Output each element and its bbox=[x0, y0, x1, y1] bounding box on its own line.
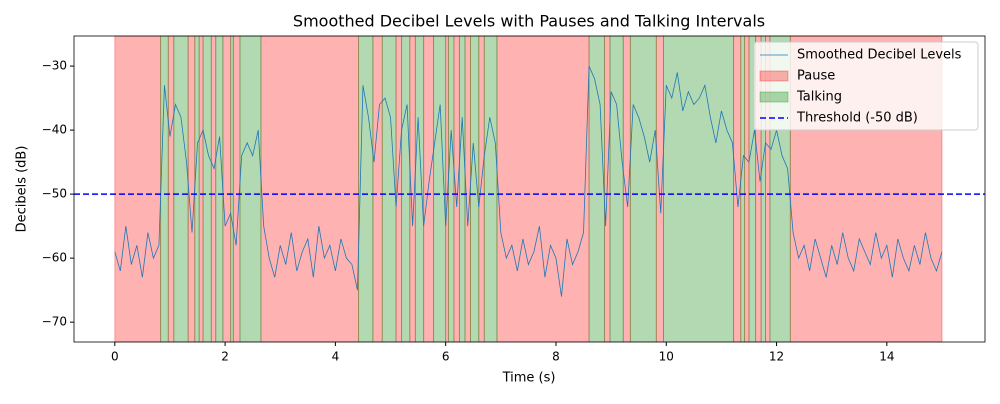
interval-band bbox=[622, 35, 631, 343]
interval-band bbox=[232, 35, 241, 343]
y-tick-label: −50 bbox=[42, 187, 67, 201]
legend-label: Smoothed Decibel Levels bbox=[797, 48, 962, 63]
interval-band bbox=[114, 35, 162, 343]
interval-band bbox=[401, 35, 411, 343]
y-axis-label: Decibels (dB) bbox=[15, 146, 30, 233]
data-line bbox=[114, 65, 943, 297]
interval-band bbox=[167, 35, 175, 343]
y-tick-label: −30 bbox=[42, 59, 67, 73]
interval-band bbox=[239, 35, 262, 343]
x-tick-label: 2 bbox=[221, 350, 229, 364]
interval-band bbox=[414, 35, 425, 343]
x-axis-label: Time (s) bbox=[502, 371, 556, 386]
plot-frame bbox=[73, 35, 986, 343]
interval-band bbox=[629, 35, 657, 343]
interval-band bbox=[358, 35, 374, 343]
interval-band bbox=[372, 35, 383, 343]
y-tick-label: −70 bbox=[42, 315, 67, 329]
interval-band bbox=[160, 35, 169, 343]
x-tick-label: 10 bbox=[659, 350, 674, 364]
interval-band bbox=[453, 35, 460, 343]
x-tick-label: 0 bbox=[111, 350, 119, 364]
interval-band bbox=[458, 35, 466, 343]
interval-band bbox=[483, 35, 498, 343]
interval-band bbox=[588, 35, 605, 343]
legend-label: Pause bbox=[797, 69, 835, 84]
interval-band bbox=[230, 35, 234, 343]
interval-band bbox=[222, 35, 232, 343]
interval-band bbox=[194, 35, 200, 343]
x-tick-label: 6 bbox=[442, 350, 450, 364]
interval-band bbox=[202, 35, 212, 343]
interval-band bbox=[395, 35, 403, 343]
interval-band bbox=[210, 35, 217, 343]
interval-band bbox=[740, 35, 746, 343]
interval-band bbox=[198, 35, 204, 343]
legend: Smoothed Decibel Levels Pause Talking Thres… bbox=[753, 41, 979, 131]
x-tick-label: 8 bbox=[552, 350, 560, 364]
interval-band bbox=[381, 35, 397, 343]
chart-title: Smoothed Decibel Levels with Pauses and … bbox=[293, 12, 765, 31]
y-tick-label: −40 bbox=[42, 123, 67, 137]
x-tick-label: 12 bbox=[769, 350, 784, 364]
interval-band bbox=[655, 35, 665, 343]
legend-label: Threshold (-50 dB) bbox=[796, 111, 918, 126]
interval-band bbox=[215, 35, 224, 343]
x-tick-label: 14 bbox=[879, 350, 894, 364]
interval-band bbox=[447, 35, 455, 343]
legend-label: Talking bbox=[796, 90, 842, 105]
legend-box bbox=[753, 41, 979, 131]
interval-band bbox=[478, 35, 485, 343]
interval-band bbox=[609, 35, 624, 343]
interval-band bbox=[744, 35, 750, 343]
interval-band bbox=[496, 35, 590, 343]
legend-symbol bbox=[759, 70, 789, 82]
legend-symbol bbox=[759, 91, 789, 103]
interval-band bbox=[663, 35, 735, 343]
y-tick-label: −60 bbox=[42, 251, 67, 265]
interval-band bbox=[173, 35, 189, 343]
interval-band bbox=[260, 35, 360, 343]
x-tick-label: 4 bbox=[332, 350, 340, 364]
interval-band bbox=[187, 35, 196, 343]
